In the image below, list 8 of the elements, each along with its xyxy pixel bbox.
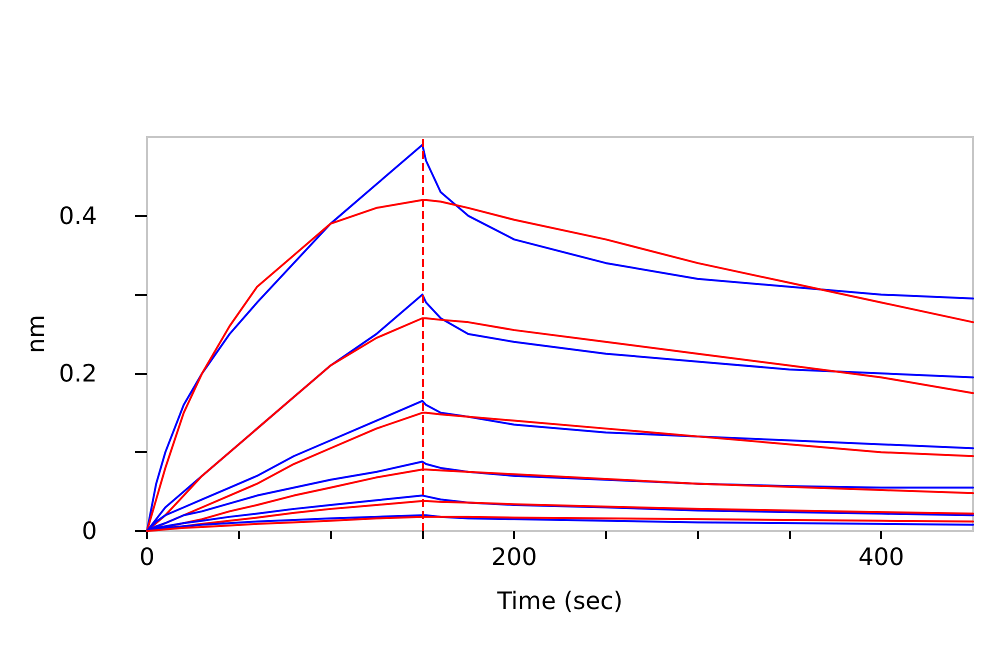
x-tick-label: 200: [491, 543, 538, 571]
y-tick-label: 0.2: [58, 359, 97, 388]
y-axis-title: nm: [22, 314, 50, 354]
y-tick-label: 0: [82, 517, 97, 545]
x-axis-title: Time (sec): [496, 587, 623, 615]
x-tick-label: 0: [139, 543, 155, 571]
y-tick-label: 0.4: [58, 202, 97, 230]
x-tick-label: 400: [858, 543, 904, 571]
